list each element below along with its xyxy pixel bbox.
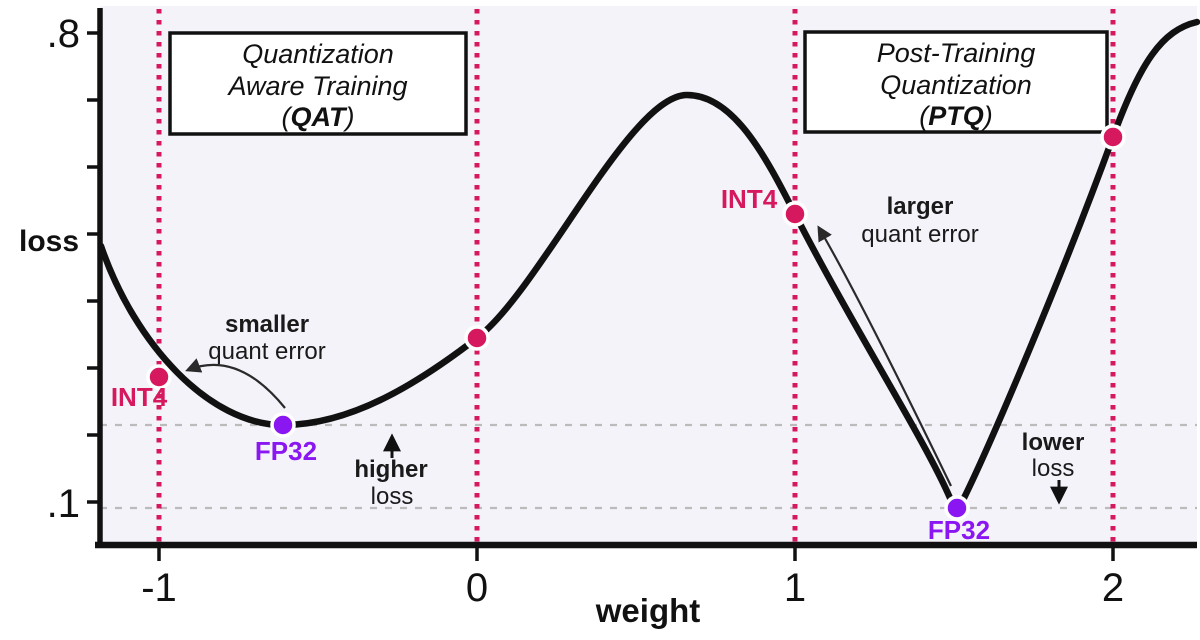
ptq-box-line2: Quantization [880, 70, 1032, 100]
x-tick-label-0: 0 [466, 566, 488, 610]
int4-point-right [782, 201, 808, 227]
smaller-quant-error-arrow [185, 358, 286, 409]
lower-annotation-bold: lower [1022, 429, 1085, 456]
smaller-annotation-rest: quant error [208, 338, 325, 365]
int4-point-left [146, 364, 172, 390]
qat-box-abbr: (QAT) [282, 102, 355, 132]
qat-box-line1: Quantization [242, 39, 394, 69]
x-axis-title: weight [595, 592, 701, 629]
lower-annotation-rest: loss [1032, 455, 1075, 482]
smaller-annotation-bold: smaller [225, 311, 309, 338]
fp32-label-right: FP32 [928, 515, 990, 545]
x-tick-label--1: -1 [141, 566, 177, 610]
y-axis-ticks [87, 31, 100, 504]
quant-grid-lines [156, 9, 1116, 545]
ptq-box-line1: Post-Training [877, 38, 1036, 68]
fp32-point-right [944, 495, 970, 521]
quant-point-weight-0 [464, 325, 490, 351]
larger-annotation-bold: larger [887, 193, 954, 220]
x-tick-label-1: 1 [784, 566, 806, 610]
fp32-point-left [270, 412, 296, 438]
ptq-box-frame [803, 30, 1109, 134]
quant-point-weight-2 [1100, 124, 1126, 150]
loss-curve [97, 18, 1200, 509]
y-tick-label-0.8: .8 [47, 12, 80, 56]
fp32-label-left: FP32 [255, 436, 317, 466]
ptq-box-abbr: (PTQ) [919, 101, 993, 131]
int4-label-left: INT4 [111, 382, 168, 412]
int4-label-right: INT4 [721, 184, 778, 214]
larger-annotation-rest: quant error [861, 221, 978, 248]
qat-box-line2: Aware Training [226, 71, 407, 101]
qat-box: Quantization Aware Training (QAT) [168, 31, 468, 136]
x-axis-ticks [157, 545, 1115, 561]
ptq-box: Post-Training Quantization (PTQ) [803, 30, 1109, 134]
higher-annotation-rest: loss [371, 483, 414, 510]
y-tick-label-0.1: .1 [47, 482, 80, 526]
higher-annotation-bold: higher [354, 456, 427, 483]
x-tick-label-2: 2 [1102, 566, 1124, 610]
larger-quant-error-arrow [817, 225, 952, 487]
qat-box-frame [168, 31, 468, 136]
y-axis-title: loss [19, 225, 79, 258]
